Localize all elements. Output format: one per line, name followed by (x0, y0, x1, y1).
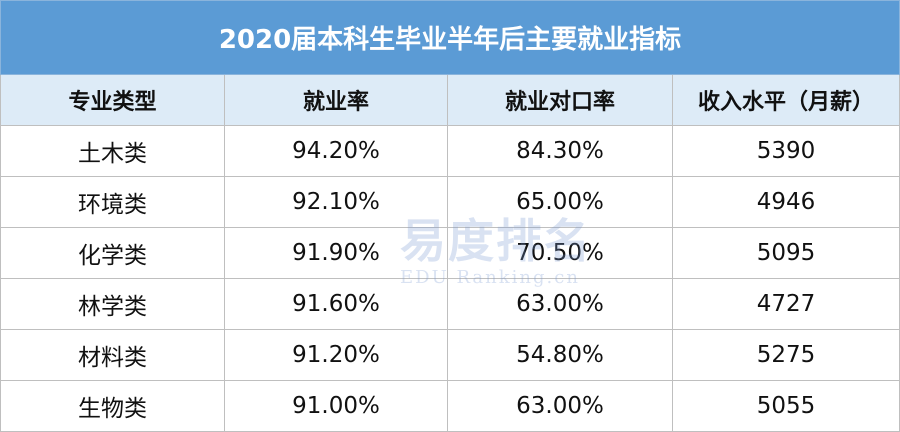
table-cell: 5095 (673, 228, 900, 279)
table-cell: 林学类 (0, 279, 225, 330)
table-cell: 92.10% (225, 177, 448, 228)
table-cell: 5275 (673, 330, 900, 381)
table-cell: 63.00% (448, 381, 673, 432)
header-cell: 专业类型 (0, 75, 225, 126)
table-title: 2020届本科生毕业半年后主要就业指标 (0, 0, 900, 75)
header-cell: 就业率 (225, 75, 448, 126)
table-cell: 化学类 (0, 228, 225, 279)
header-cell: 就业对口率 (448, 75, 673, 126)
table-cell: 91.00% (225, 381, 448, 432)
table-cell: 5390 (673, 126, 900, 177)
table-cell: 84.30% (448, 126, 673, 177)
header-cell: 收入水平（月薪） (673, 75, 900, 126)
table-cell: 环境类 (0, 177, 225, 228)
table-cell: 5055 (673, 381, 900, 432)
table-cell: 91.90% (225, 228, 448, 279)
table-cell: 4946 (673, 177, 900, 228)
table-cell: 65.00% (448, 177, 673, 228)
table-cell: 91.20% (225, 330, 448, 381)
table-cell: 91.60% (225, 279, 448, 330)
table-cell: 94.20% (225, 126, 448, 177)
table-cell: 63.00% (448, 279, 673, 330)
table-cell: 70.50% (448, 228, 673, 279)
table-cell: 生物类 (0, 381, 225, 432)
table-cell: 54.80% (448, 330, 673, 381)
table-cell: 4727 (673, 279, 900, 330)
table-cell: 材料类 (0, 330, 225, 381)
table-cell: 土木类 (0, 126, 225, 177)
